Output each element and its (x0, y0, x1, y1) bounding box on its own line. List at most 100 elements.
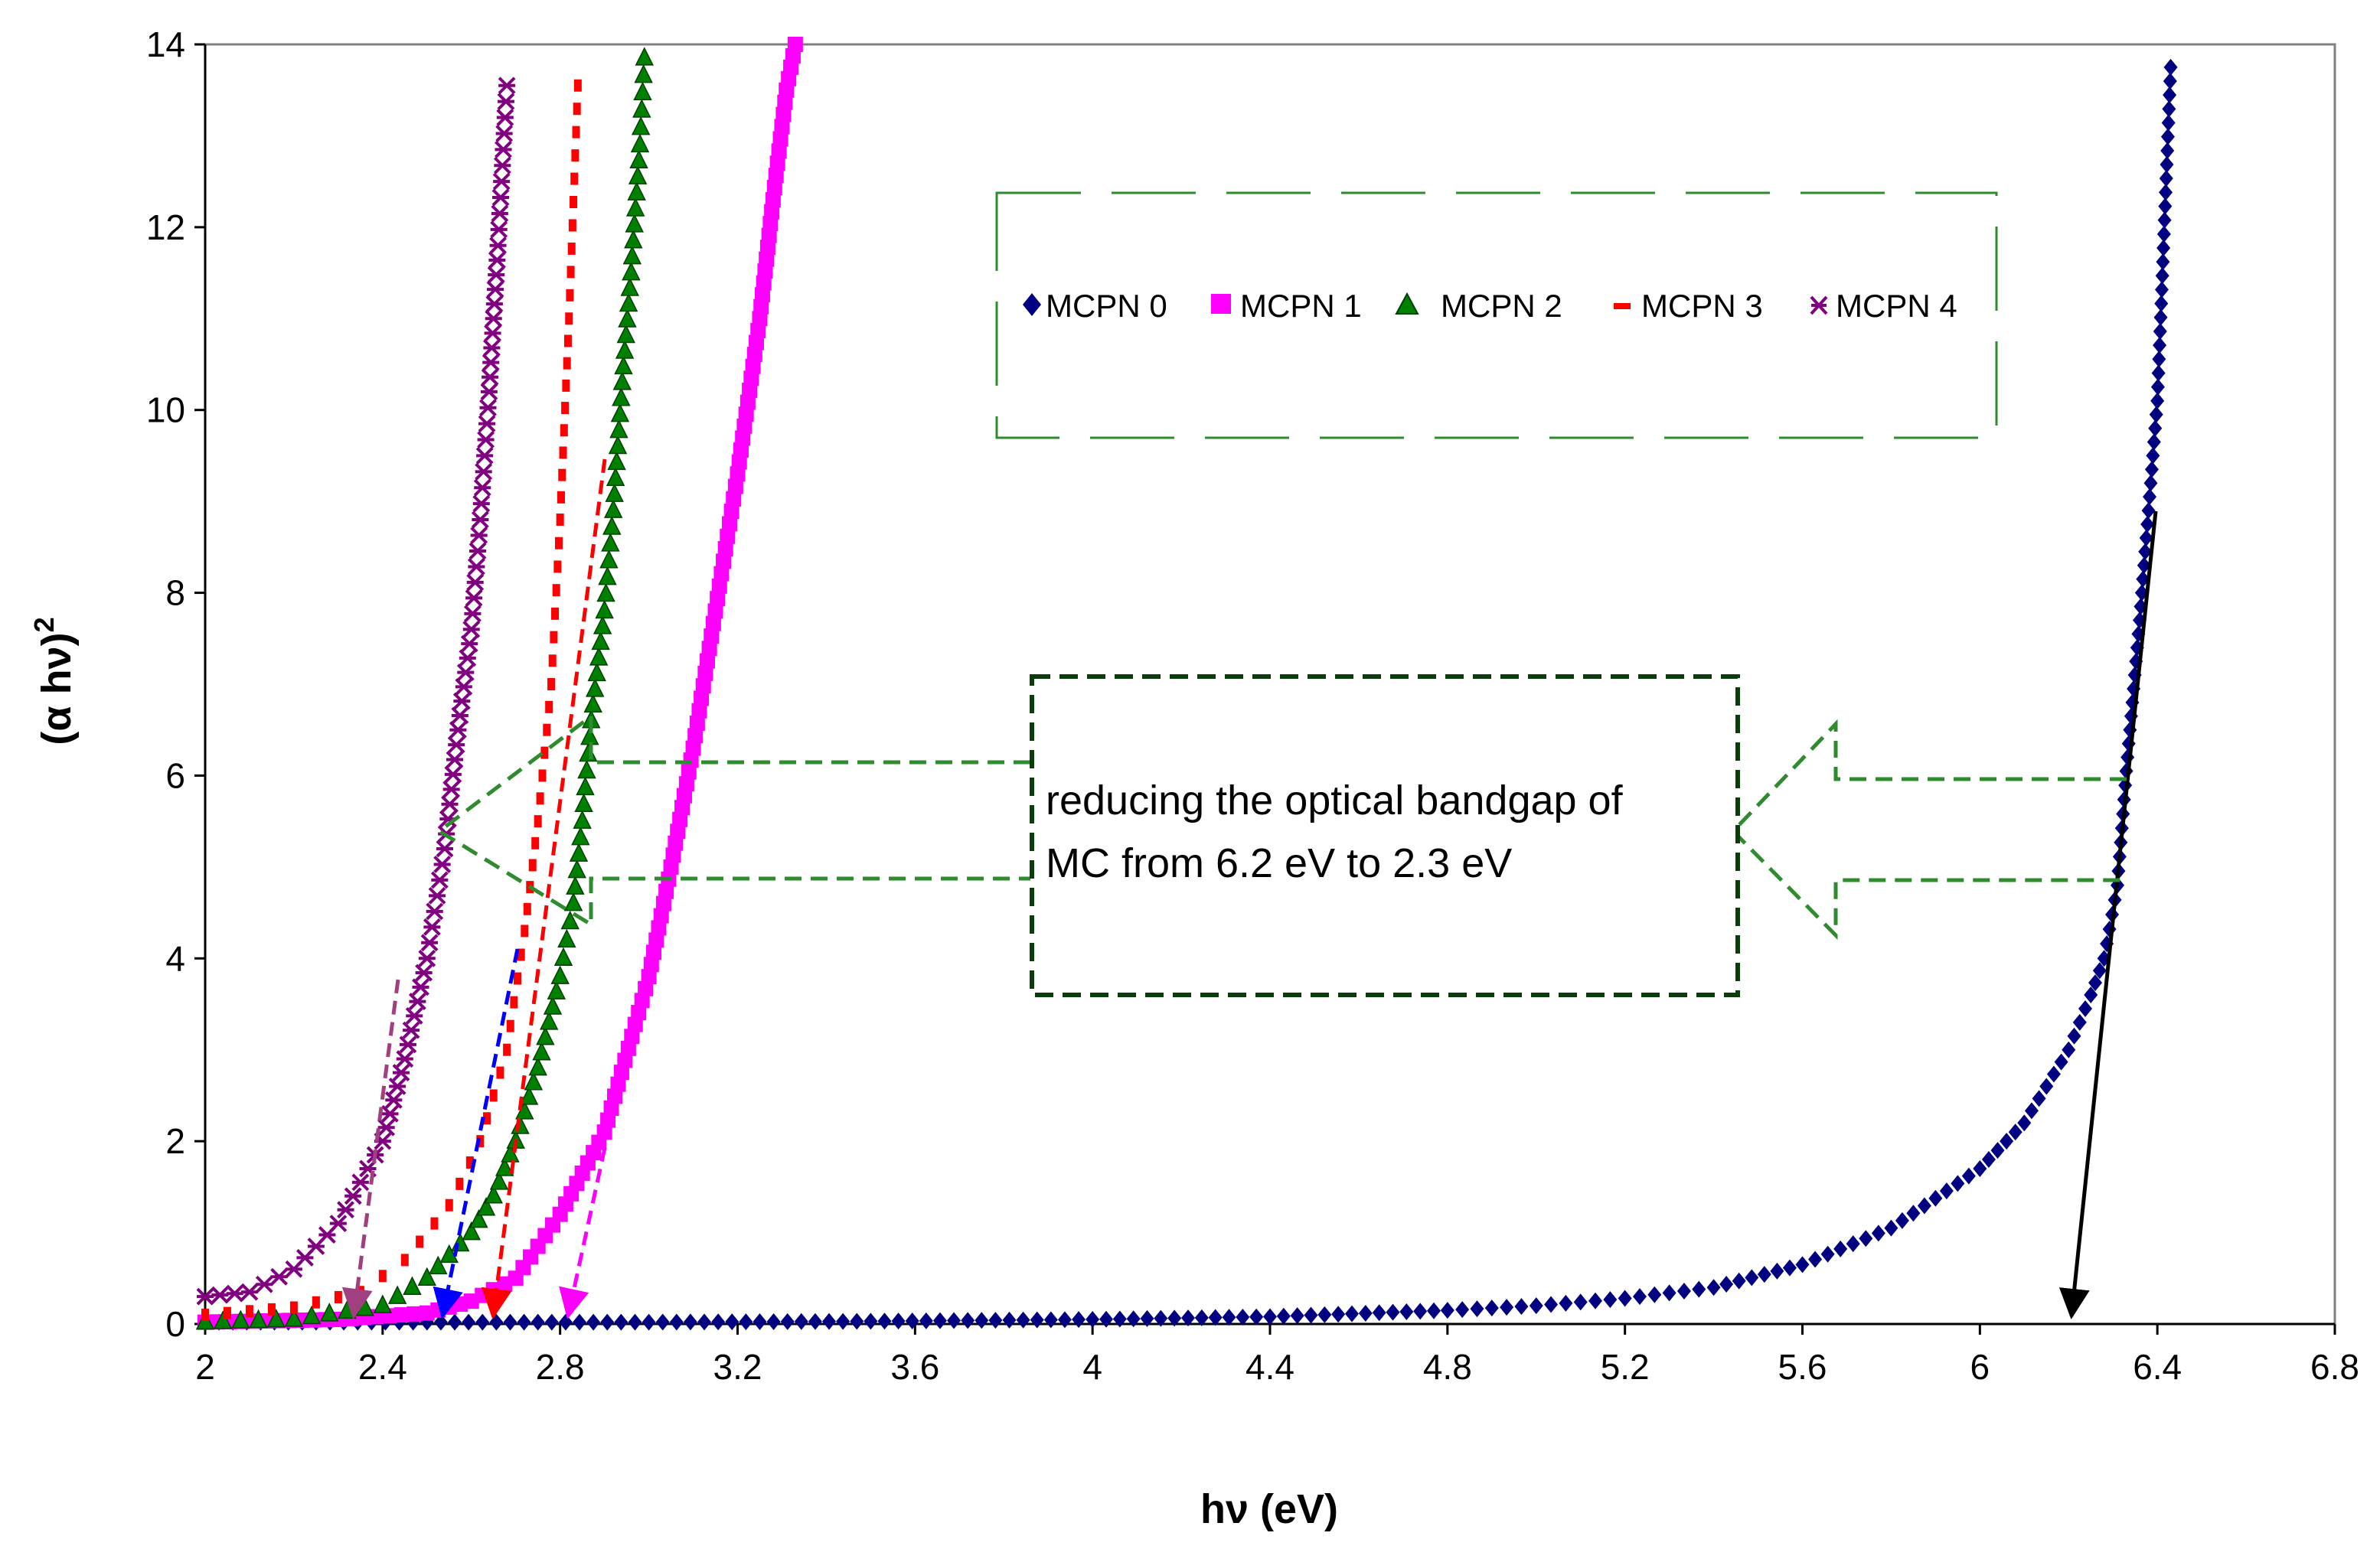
data-point (528, 859, 537, 872)
data-point (1331, 1306, 1346, 1323)
data-point (618, 308, 637, 328)
data-point (373, 1294, 393, 1313)
y-tick-label: 8 (165, 573, 185, 613)
data-point (725, 1313, 739, 1331)
data-point (717, 541, 733, 557)
data-point (428, 886, 446, 905)
data-point (465, 589, 483, 607)
data-point (2140, 516, 2155, 533)
data-point (1484, 1300, 1499, 1317)
data-point (426, 902, 444, 921)
data-point (523, 902, 531, 915)
data-point (1757, 1266, 1771, 1283)
data-point (452, 692, 471, 710)
data-point (668, 835, 684, 851)
data-point (1016, 1311, 1030, 1329)
data-point (441, 795, 459, 814)
data-point (2039, 1078, 2054, 1095)
data-point (2153, 308, 2168, 326)
data-point (2160, 155, 2174, 173)
data-point (1544, 1296, 1559, 1313)
data-point (468, 542, 487, 560)
data-point (777, 94, 793, 110)
data-point (1871, 1225, 1885, 1242)
data-point (2146, 447, 2160, 465)
y-tick-label: 12 (146, 207, 185, 247)
data-point (704, 628, 720, 644)
data-point (388, 1078, 406, 1095)
data-point (749, 334, 765, 351)
data-point (646, 944, 662, 960)
data-point (400, 1254, 409, 1267)
data-point (550, 965, 570, 984)
data-point (787, 37, 803, 52)
data-point (334, 1290, 342, 1303)
data-point (531, 836, 540, 850)
data-point (569, 843, 589, 862)
data-point (486, 280, 504, 298)
data-point (405, 1006, 423, 1025)
x-tick-label: 2.8 (536, 1347, 585, 1387)
data-point (462, 1313, 476, 1331)
data-point (2149, 406, 2163, 423)
annotation-line-2: MC from 6.2 eV to 2.3 eV (1046, 840, 1512, 886)
data-point (566, 876, 585, 895)
data-point (477, 431, 495, 448)
data-point (591, 631, 610, 651)
data-point (1099, 1310, 1113, 1328)
fit-line-mcpn1 (559, 1147, 607, 1319)
data-point (2143, 488, 2157, 506)
legend-marker-mcpn0 (1023, 293, 1041, 316)
data-point (614, 355, 633, 375)
data-point (2067, 1027, 2081, 1045)
data-point (565, 312, 573, 325)
data-point (2141, 502, 2156, 520)
data-point (501, 1143, 520, 1163)
data-point (570, 196, 578, 209)
data-point (571, 149, 579, 162)
annotation: reducing the optical bandgap of MC from … (436, 674, 2127, 997)
data-point (606, 467, 625, 487)
data-point (485, 309, 503, 328)
data-point (653, 908, 669, 924)
data-point (2078, 1000, 2092, 1017)
data-point (1676, 1283, 1691, 1300)
data-point (583, 693, 602, 713)
x-tick-label: 4.8 (1423, 1347, 1472, 1387)
x-tick-label: 6 (1970, 1347, 1990, 1387)
data-point (634, 993, 650, 1009)
data-point (555, 536, 563, 549)
data-point (600, 1112, 616, 1128)
data-point (607, 1088, 622, 1104)
data-point (566, 266, 575, 279)
data-point (753, 1313, 767, 1331)
data-point (456, 664, 475, 682)
data-point (543, 996, 563, 1015)
data-point (517, 948, 525, 961)
data-point (493, 156, 511, 174)
data-point (245, 1305, 253, 1318)
data-point (1529, 1297, 1543, 1315)
data-point (919, 1312, 933, 1329)
data-point (768, 168, 784, 184)
data-point (2138, 543, 2153, 560)
data-point (585, 678, 605, 697)
data-point (2150, 392, 2165, 409)
data-point (794, 1313, 808, 1330)
data-point (528, 1056, 547, 1076)
data-point (488, 251, 506, 269)
data-point (489, 1171, 509, 1190)
data-point (695, 678, 711, 694)
data-point (655, 1313, 670, 1331)
data-point (602, 516, 622, 535)
data-point (1514, 1298, 1529, 1316)
data-point (231, 1309, 250, 1329)
data-point (455, 1177, 464, 1190)
data-point (387, 1285, 407, 1304)
y-axis-title-base: (α hν) (34, 632, 80, 745)
data-point (381, 1104, 399, 1123)
data-point (739, 394, 756, 410)
data-point (610, 1076, 626, 1092)
data-point (534, 815, 542, 828)
data-point (249, 1309, 268, 1329)
